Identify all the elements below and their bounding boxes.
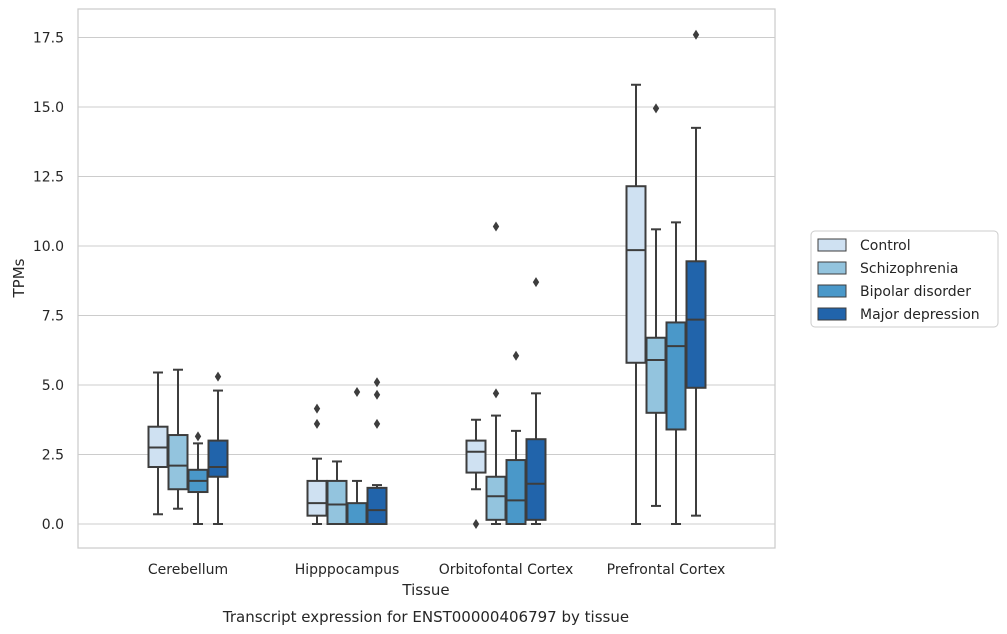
outlier-point — [492, 221, 500, 232]
outlier-point — [373, 389, 381, 400]
y-tick-label: 12.5 — [33, 170, 64, 186]
outlier-point — [373, 418, 381, 429]
box-0-1 — [167, 368, 189, 510]
y-tick-label: 5.0 — [42, 378, 64, 394]
legend-swatch — [817, 261, 847, 275]
iqr-box — [645, 336, 667, 414]
x-axis-title: Tissue — [401, 581, 449, 599]
box-0-3 — [207, 371, 229, 525]
y-tick-label: 17.5 — [33, 31, 64, 47]
iqr-box — [167, 434, 189, 491]
x-tick-label: Prefrontal Cortex — [607, 562, 726, 578]
iqr-box — [505, 459, 527, 525]
legend-label: Schizophrenia — [860, 261, 958, 277]
legend-label: Control — [860, 238, 911, 254]
outlier-point — [353, 386, 361, 397]
iqr-box — [207, 439, 229, 478]
outlier-point — [532, 277, 540, 288]
legend: Control Schizophrenia Bipolar disorder Majo… — [810, 230, 999, 328]
box-3-1 — [645, 103, 667, 507]
boxes — [147, 29, 707, 529]
iqr-box — [326, 479, 348, 526]
x-tick-labels: Cerebellum Hipppocampus Orbitofontal Corte… — [148, 562, 725, 578]
box-1-2 — [346, 386, 368, 525]
legend-label: Major depression — [860, 307, 980, 323]
outlier-point — [313, 418, 321, 429]
iqr-box — [485, 475, 507, 521]
outlier-point — [492, 388, 500, 399]
outlier-point — [652, 103, 660, 114]
box-3-3 — [685, 29, 707, 517]
outlier-point — [194, 431, 202, 442]
outlier-point — [313, 403, 321, 414]
legend-frame — [810, 230, 999, 328]
outlier-point — [692, 29, 700, 40]
y-tick-labels: 0.0 2.5 5.0 7.5 10.0 12.5 15.0 17.5 — [33, 31, 64, 534]
box-2-3 — [525, 277, 547, 525]
iqr-box — [625, 185, 647, 364]
y-tick-label: 7.5 — [42, 309, 64, 325]
y-tick-label: 2.5 — [42, 448, 64, 464]
iqr-box — [306, 479, 328, 517]
iqr-box — [346, 502, 368, 525]
box-0-0 — [147, 371, 169, 516]
y-tick-label: 15.0 — [33, 100, 64, 116]
chart-caption: Transcript expression for ENST0000040679… — [222, 608, 629, 626]
y-tick-label: 10.0 — [33, 239, 64, 255]
y-axis-title: TPMs — [10, 258, 28, 298]
box-2-1 — [485, 221, 507, 525]
legend-swatch — [817, 284, 847, 298]
y-tick-label: 0.0 — [42, 517, 64, 533]
box-1-0 — [306, 403, 328, 525]
plot-frame — [77, 8, 776, 549]
outlier-point — [373, 377, 381, 388]
legend-swatch — [817, 238, 847, 252]
outlier-point — [512, 350, 520, 361]
box-3-0 — [625, 83, 647, 525]
iqr-box — [665, 321, 687, 431]
iqr-box — [525, 438, 547, 521]
legend-label: Bipolar disorder — [860, 284, 971, 300]
iqr-box — [465, 439, 487, 474]
legend-swatch — [817, 307, 847, 321]
box-0-2 — [187, 431, 209, 525]
box-1-3 — [366, 377, 388, 525]
outlier-point — [472, 519, 480, 529]
box-2-0 — [465, 418, 487, 529]
x-tick-label: Orbitofontal Cortex — [439, 562, 574, 578]
outlier-point — [214, 371, 222, 382]
x-tick-label: Cerebellum — [148, 562, 228, 578]
iqr-box — [366, 486, 388, 525]
x-tick-label: Hipppocampus — [295, 562, 400, 578]
iqr-box — [685, 260, 707, 389]
